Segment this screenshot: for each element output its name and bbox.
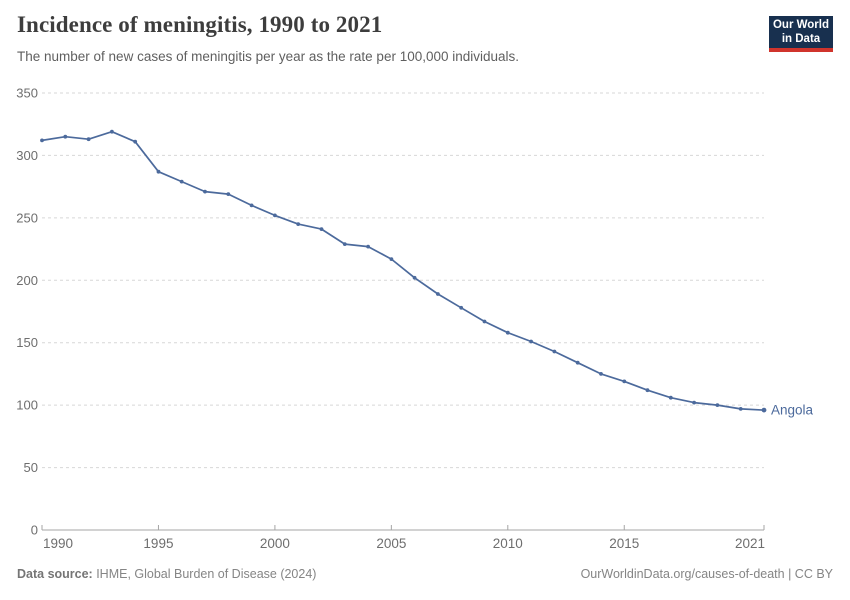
data-source-label: Data source:: [17, 567, 93, 581]
data-point[interactable]: [645, 388, 650, 393]
chart-subtitle: The number of new cases of meningitis pe…: [17, 49, 520, 64]
data-point[interactable]: [226, 192, 231, 196]
data-point[interactable]: [552, 349, 557, 354]
data-point[interactable]: [692, 400, 696, 405]
data-point[interactable]: [273, 213, 277, 218]
page-title: Incidence of meningitis, 1990 to 2021: [17, 12, 383, 37]
x-tick-label: 2021: [735, 536, 765, 551]
data-point[interactable]: [599, 372, 603, 376]
y-tick-label: 150: [16, 335, 38, 350]
owid-logo-line2: in Data: [781, 33, 821, 45]
data-point[interactable]: [715, 403, 720, 407]
entity-label[interactable]: Angola: [771, 403, 814, 418]
owid-logo[interactable]: Our World in Data: [769, 16, 833, 52]
data-point[interactable]: [668, 395, 673, 400]
data-source-text: IHME, Global Burden of Disease (2024): [92, 567, 317, 581]
line-chart-canvas[interactable]: 0 50 100 150 200 250 300 350 1990 1995 2000 2005 201…: [0, 85, 850, 560]
data-point[interactable]: [319, 227, 324, 232]
x-tick-label: 2010: [493, 536, 523, 551]
data-point[interactable]: [389, 257, 394, 261]
data-point[interactable]: [63, 134, 68, 139]
data-point[interactable]: [412, 275, 417, 280]
credit-link[interactable]: OurWorldinData.org/causes-of-death | CC …: [580, 567, 833, 581]
data-point[interactable]: [366, 244, 370, 249]
data-point[interactable]: [622, 379, 627, 384]
data-point[interactable]: [179, 179, 184, 184]
data-point[interactable]: [133, 139, 138, 144]
x-tick-label: 1995: [143, 536, 173, 551]
data-point[interactable]: [529, 339, 533, 344]
data-point[interactable]: [459, 305, 464, 310]
data-point[interactable]: [436, 292, 440, 296]
y-tick-label: 350: [16, 86, 38, 101]
data-line[interactable]: [41, 130, 765, 411]
data-source-note: Data source: IHME, Global Burden of Dise…: [17, 567, 316, 581]
data-point[interactable]: [203, 189, 207, 194]
data-point[interactable]: [761, 407, 767, 413]
data-point[interactable]: [110, 129, 114, 134]
y-tick-label: 100: [16, 398, 38, 413]
y-tick-label: 0: [31, 523, 38, 538]
x-tick-label: 2005: [376, 536, 406, 551]
data-point[interactable]: [296, 222, 301, 227]
x-tick-label: 1990: [43, 536, 73, 551]
data-point[interactable]: [342, 242, 347, 247]
x-tick-label: 2000: [260, 536, 290, 551]
x-tick-label: 2015: [609, 536, 639, 551]
data-point[interactable]: [482, 319, 487, 324]
data-point[interactable]: [575, 360, 580, 365]
owid-logo-line1: Our World: [772, 19, 829, 31]
data-point[interactable]: [40, 138, 44, 143]
data-point[interactable]: [249, 203, 254, 208]
y-tick-label: 300: [16, 148, 38, 163]
data-point[interactable]: [505, 330, 510, 335]
y-tick-label: 50: [24, 460, 38, 475]
y-tick-label: 200: [16, 273, 38, 288]
data-point[interactable]: [738, 407, 743, 411]
data-point[interactable]: [156, 169, 161, 174]
y-tick-label: 250: [16, 210, 38, 225]
data-point[interactable]: [86, 137, 91, 142]
